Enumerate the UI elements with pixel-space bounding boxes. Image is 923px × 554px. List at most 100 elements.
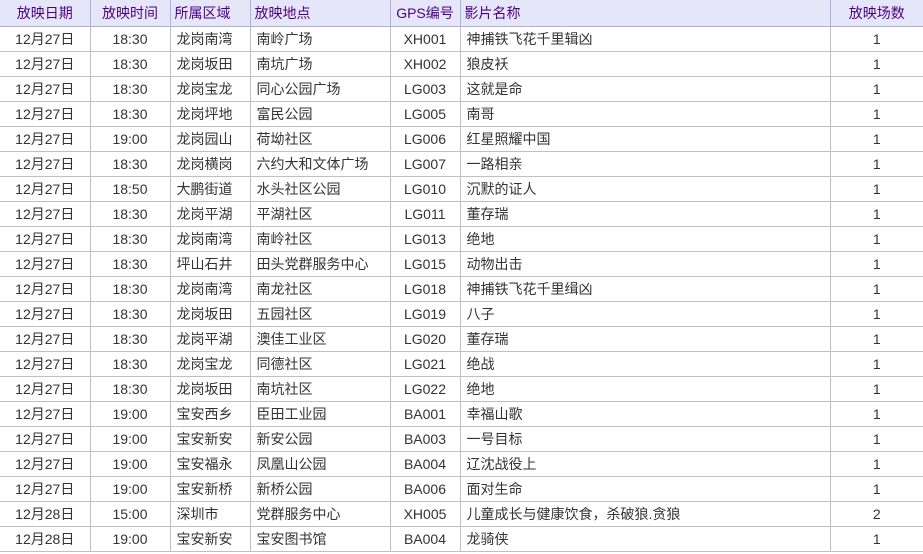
cell-time: 18:30 [90,201,170,226]
cell-date: 12月27日 [0,176,90,201]
cell-venue: 田头党群服务中心 [250,251,390,276]
cell-time: 19:00 [90,126,170,151]
cell-title: 一号目标 [460,426,830,451]
cell-count: 1 [830,426,923,451]
cell-title: 绝战 [460,351,830,376]
cell-gps: LG022 [390,376,460,401]
cell-date: 12月27日 [0,401,90,426]
cell-time: 18:30 [90,101,170,126]
cell-area: 坪山石井 [170,251,250,276]
cell-date: 12月27日 [0,301,90,326]
table-row: 12月27日18:30龙岗南湾南龙社区LG018神捕铁飞花千里缉凶1 [0,276,923,301]
cell-venue: 同心公园广场 [250,76,390,101]
cell-gps: BA001 [390,401,460,426]
col-header-count: 放映场数 [830,0,923,26]
cell-time: 18:30 [90,226,170,251]
cell-area: 深圳市 [170,501,250,526]
table-row: 12月28日15:00深圳市党群服务中心XH005儿童成长与健康饮食，杀破狼.贪… [0,501,923,526]
cell-gps: BA004 [390,451,460,476]
screening-table: 放映日期放映时间所属区域放映地点GPS编号影片名称放映场数 12月27日18:3… [0,0,923,552]
cell-count: 1 [830,151,923,176]
cell-venue: 平湖社区 [250,201,390,226]
cell-title: 沉默的证人 [460,176,830,201]
cell-gps: LG006 [390,126,460,151]
cell-count: 1 [830,301,923,326]
cell-count: 1 [830,101,923,126]
cell-date: 12月27日 [0,126,90,151]
table-row: 12月27日18:30龙岗南湾南岭广场XH001神捕铁飞花千里辑凶1 [0,26,923,51]
cell-date: 12月27日 [0,251,90,276]
cell-venue: 五园社区 [250,301,390,326]
cell-area: 宝安新安 [170,526,250,551]
cell-venue: 富民公园 [250,101,390,126]
cell-gps: LG013 [390,226,460,251]
table-row: 12月27日18:30坪山石井田头党群服务中心LG015动物出击1 [0,251,923,276]
cell-area: 宝安新安 [170,426,250,451]
table-row: 12月27日19:00宝安福永凤凰山公园BA004辽沈战役上1 [0,451,923,476]
cell-date: 12月27日 [0,101,90,126]
cell-time: 19:00 [90,426,170,451]
cell-title: 董存瑞 [460,326,830,351]
table-row: 12月27日18:30龙岗坂田五园社区LG019八子1 [0,301,923,326]
cell-venue: 南坑社区 [250,376,390,401]
cell-area: 龙岗坪地 [170,101,250,126]
cell-date: 12月27日 [0,51,90,76]
cell-date: 12月27日 [0,201,90,226]
cell-venue: 凤凰山公园 [250,451,390,476]
cell-area: 龙岗平湖 [170,326,250,351]
table-row: 12月27日18:30龙岗横岗六约大和文体广场LG007一路相亲1 [0,151,923,176]
cell-time: 18:30 [90,151,170,176]
table-header: 放映日期放映时间所属区域放映地点GPS编号影片名称放映场数 [0,0,923,26]
cell-gps: BA003 [390,426,460,451]
cell-date: 12月27日 [0,326,90,351]
col-header-time: 放映时间 [90,0,170,26]
table-row: 12月27日18:30龙岗宝龙同心公园广场LG003这就是命1 [0,76,923,101]
cell-venue: 党群服务中心 [250,501,390,526]
cell-time: 18:30 [90,51,170,76]
cell-title: 龙骑侠 [460,526,830,551]
table-row: 12月27日18:30龙岗坪地富民公园LG005南哥1 [0,101,923,126]
col-header-gps: GPS编号 [390,0,460,26]
cell-time: 19:00 [90,476,170,501]
cell-date: 12月27日 [0,426,90,451]
cell-time: 15:00 [90,501,170,526]
cell-time: 18:30 [90,76,170,101]
cell-area: 宝安西乡 [170,401,250,426]
cell-area: 龙岗南湾 [170,26,250,51]
cell-area: 宝安福永 [170,451,250,476]
cell-area: 龙岗宝龙 [170,351,250,376]
table-row: 12月28日19:00宝安新安宝安图书馆BA004龙骑侠1 [0,526,923,551]
cell-venue: 南龙社区 [250,276,390,301]
table-row: 12月27日18:30龙岗坂田南坑广场XH002狼皮袄1 [0,51,923,76]
cell-gps: LG011 [390,201,460,226]
cell-title: 董存瑞 [460,201,830,226]
cell-count: 1 [830,276,923,301]
cell-gps: LG007 [390,151,460,176]
cell-count: 1 [830,201,923,226]
cell-count: 1 [830,526,923,551]
cell-title: 一路相亲 [460,151,830,176]
cell-date: 12月27日 [0,226,90,251]
cell-count: 1 [830,51,923,76]
table-row: 12月27日19:00宝安新桥新桥公园BA006面对生命1 [0,476,923,501]
cell-count: 1 [830,76,923,101]
cell-time: 18:30 [90,26,170,51]
table-row: 12月27日19:00宝安新安新安公园BA003一号目标1 [0,426,923,451]
cell-date: 12月27日 [0,376,90,401]
cell-venue: 南坑广场 [250,51,390,76]
cell-time: 18:30 [90,251,170,276]
cell-time: 18:50 [90,176,170,201]
cell-time: 19:00 [90,401,170,426]
cell-area: 龙岗宝龙 [170,76,250,101]
cell-area: 宝安新桥 [170,476,250,501]
cell-title: 神捕铁飞花千里辑凶 [460,26,830,51]
cell-title: 八子 [460,301,830,326]
cell-time: 19:00 [90,451,170,476]
cell-area: 大鹏街道 [170,176,250,201]
cell-count: 1 [830,376,923,401]
cell-gps: LG018 [390,276,460,301]
cell-gps: LG005 [390,101,460,126]
cell-count: 1 [830,226,923,251]
cell-date: 12月27日 [0,26,90,51]
cell-venue: 同德社区 [250,351,390,376]
